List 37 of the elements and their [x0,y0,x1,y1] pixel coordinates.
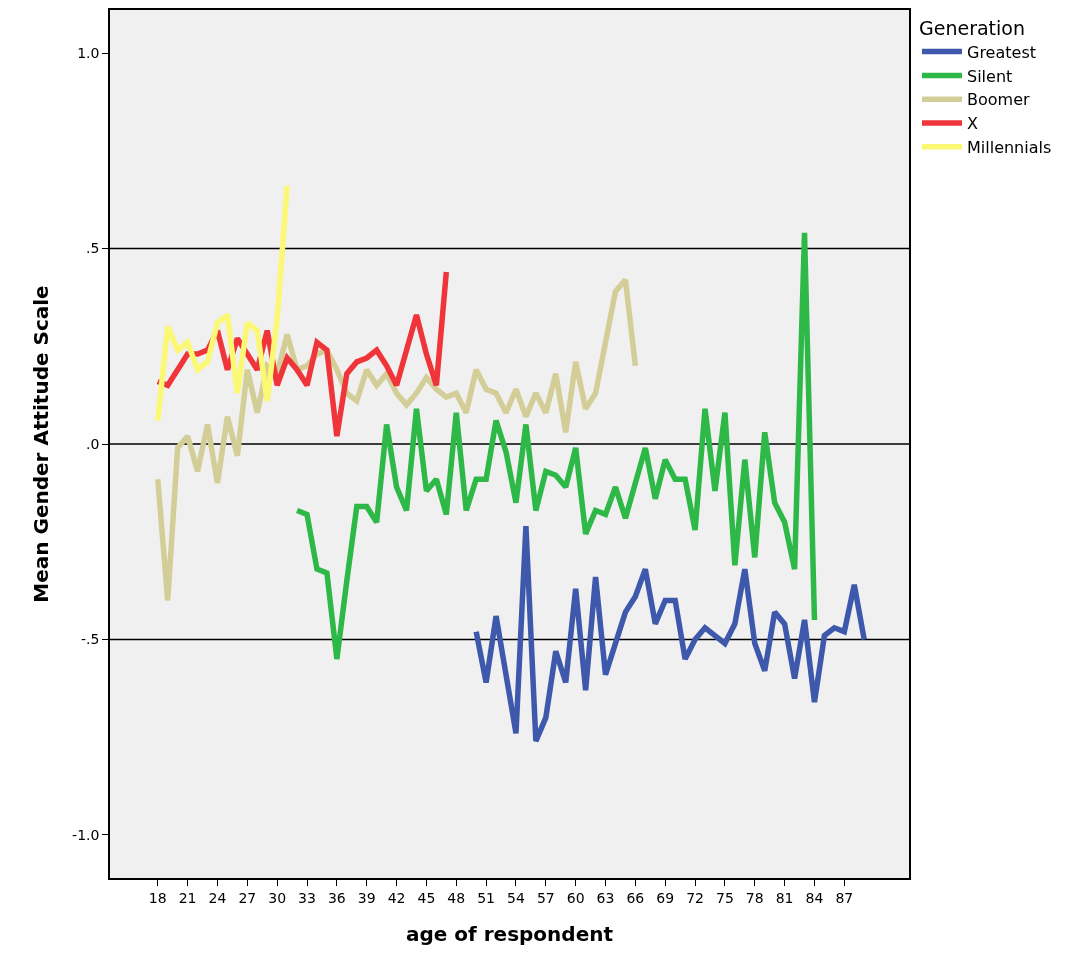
x-tick-label: 84 [805,889,824,906]
x-tick-label: 39 [357,889,376,906]
x-tick-label: 30 [268,889,287,906]
x-tick-label: 45 [417,889,436,906]
x-tick-label: 21 [178,889,197,906]
x-tick-label: 33 [298,889,316,906]
y-tick-label: -1.0 [72,826,100,843]
legend-label: Boomer [966,90,1030,110]
legend-label: Greatest [966,42,1036,62]
x-tick-label: 57 [536,889,555,906]
legend-label: Silent [966,66,1013,86]
x-tick-label: 24 [208,889,227,906]
x-tick-label: 18 [148,889,167,906]
y-tick-label: -.5 [81,631,100,648]
x-tick-label: 72 [686,889,704,906]
legend-title: Generation [918,16,1025,39]
y-axis-title: Mean Gender Attitude Scale [29,285,54,603]
y-tick-label: .0 [86,435,100,452]
x-tick-label: 63 [596,889,615,906]
x-tick-label: 69 [656,889,675,906]
x-tick-label: 48 [447,889,466,906]
x-tick-label: 78 [745,889,764,906]
x-tick-label: 42 [387,889,406,906]
y-tick-label: 1.0 [77,44,100,61]
x-tick-label: 27 [238,889,257,906]
x-tick-label: 36 [327,889,346,906]
x-tick-label: 51 [477,889,496,906]
x-tick-label: 81 [775,889,794,906]
x-tick-label: 75 [716,889,734,906]
x-tick-label: 87 [835,889,854,906]
legend-label: X [966,114,978,134]
y-tick-label: .5 [86,240,100,257]
x-axis-title: age of respondent [405,921,614,946]
x-tick-label: 66 [626,889,645,906]
legend-label: Millennials [966,138,1052,158]
x-tick-label: 54 [507,889,525,906]
x-tick-label: 60 [566,889,585,906]
